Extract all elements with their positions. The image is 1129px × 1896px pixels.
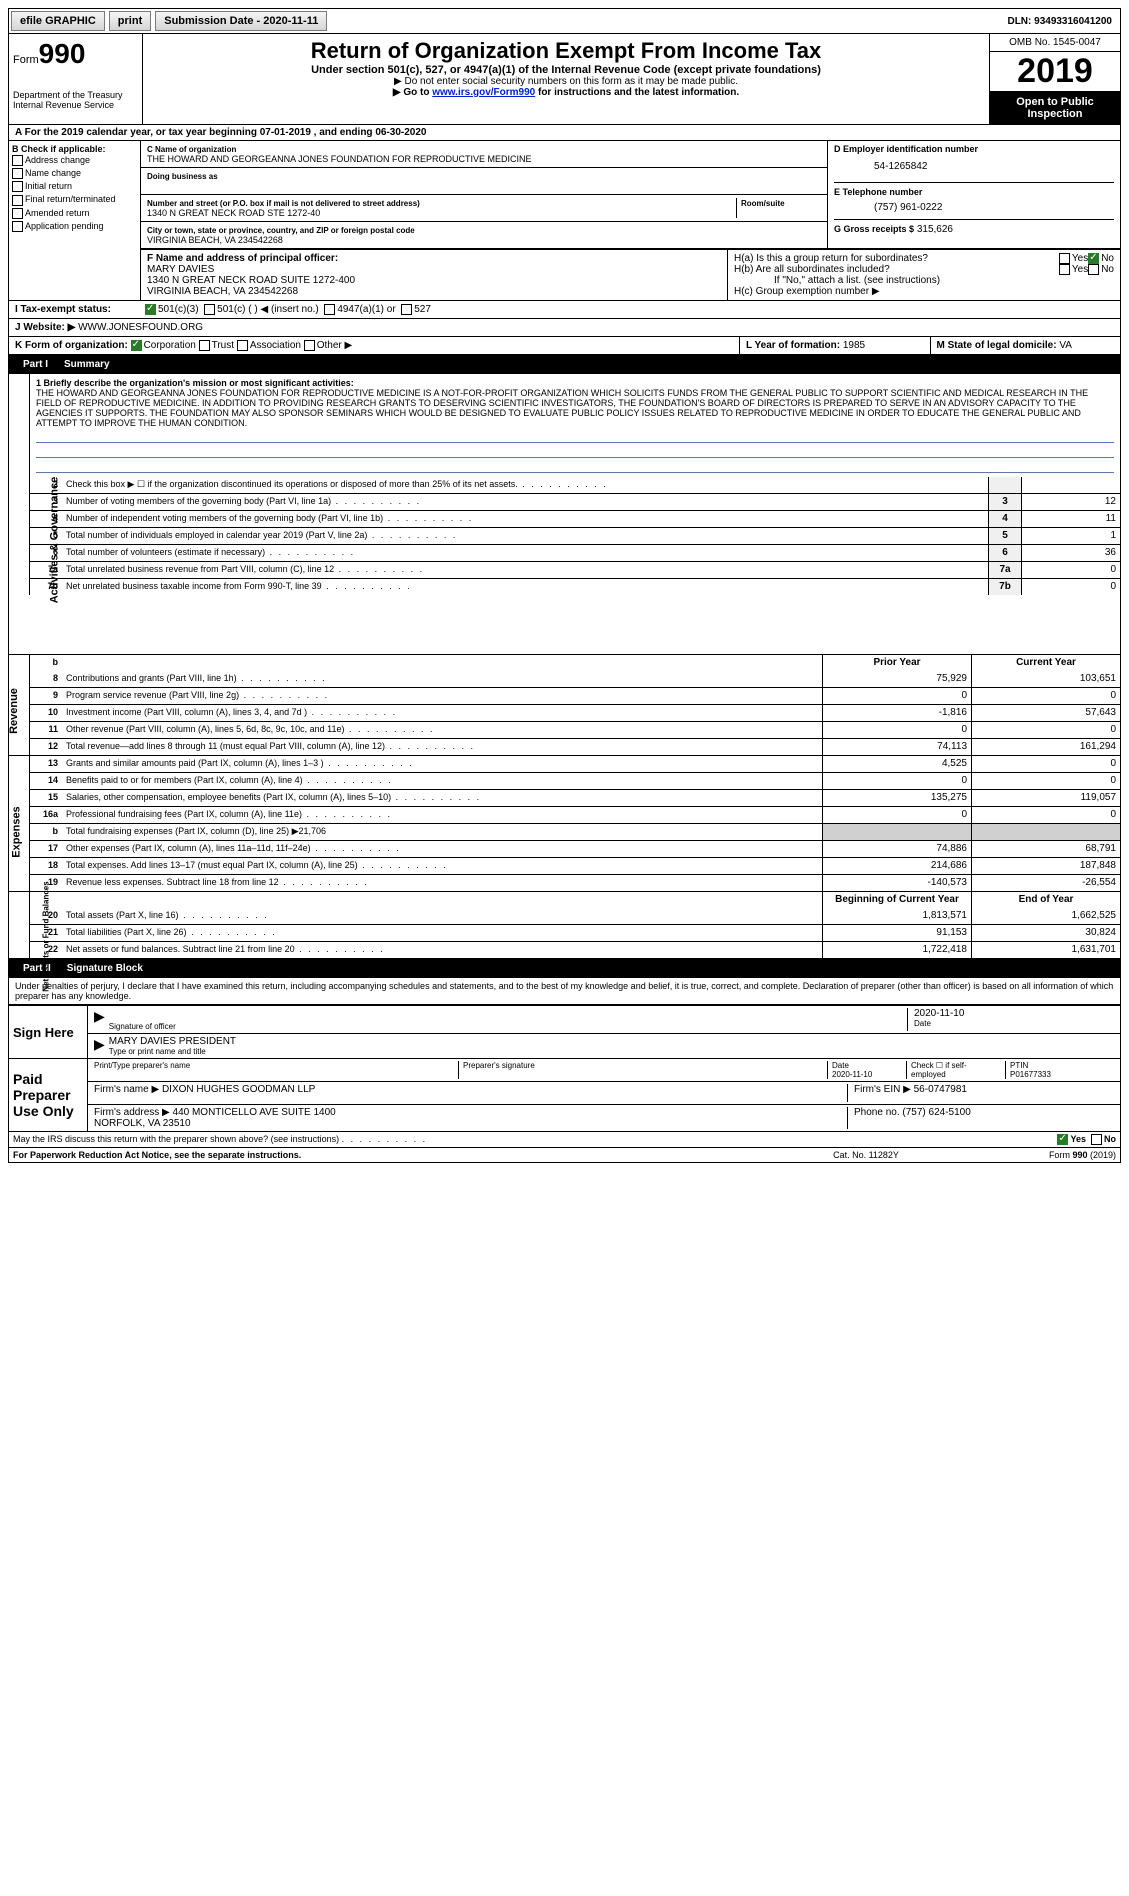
efile-label: efile GRAPHIC — [11, 11, 105, 31]
table-row: 8Contributions and grants (Part VIII, li… — [30, 671, 1120, 687]
prep-date: 2020-11-10 — [832, 1070, 872, 1079]
table-row: 7bNet unrelated business taxable income … — [30, 578, 1120, 595]
table-row: 21Total liabilities (Part X, line 26)91,… — [30, 924, 1120, 941]
form-subtitle: Under section 501(c), 527, or 4947(a)(1)… — [151, 64, 981, 76]
officer-name: MARY DAVIES PRESIDENT — [109, 1036, 236, 1047]
row-k: K Form of organization: Corporation Trus… — [9, 337, 739, 354]
table-row: 7aTotal unrelated business revenue from … — [30, 561, 1120, 578]
line-a: A For the 2019 calendar year, or tax yea… — [9, 125, 1120, 141]
table-row: 9Program service revenue (Part VIII, lin… — [30, 687, 1120, 704]
dept-treasury: Department of the Treasury Internal Reve… — [13, 90, 138, 110]
firm-ein: 56-0747981 — [914, 1084, 967, 1095]
paid-preparer: Paid Preparer Use Only — [9, 1059, 87, 1131]
tab-net-assets: Net Assets or Fund Balances — [42, 881, 51, 991]
firm-name: DIXON HUGHES GOODMAN LLP — [162, 1084, 315, 1095]
pra-notice: For Paperwork Reduction Act Notice, see … — [13, 1150, 766, 1160]
form-note2: ▶ Go to www.irs.gov/Form990 for instruct… — [151, 87, 981, 98]
table-row: 11Other revenue (Part VIII, column (A), … — [30, 721, 1120, 738]
year-formation: 1985 — [843, 340, 865, 351]
form-header: Form990 Department of the Treasury Inter… — [9, 34, 1120, 125]
org-city: VIRGINIA BEACH, VA 234542268 — [147, 235, 283, 245]
table-row: bTotal fundraising expenses (Part IX, co… — [30, 823, 1120, 840]
form-title: Return of Organization Exempt From Incom… — [151, 38, 981, 64]
open-inspection: Open to Public Inspection — [990, 92, 1120, 124]
col-b: B Check if applicable: Address change Na… — [9, 141, 141, 300]
domicile-state: VA — [1059, 340, 1072, 351]
top-bar: efile GRAPHIC print Submission Date - 20… — [8, 8, 1121, 34]
part2-header: Part IISignature Block — [9, 959, 1120, 978]
tab-revenue: Revenue — [8, 688, 20, 734]
ptin: P01677333 — [1010, 1070, 1051, 1079]
part1-header: Part ISummary — [9, 355, 1120, 374]
table-row: 2Check this box ▶ ☐ if the organization … — [30, 477, 1120, 493]
mission-block: 1 Briefly describe the organization's mi… — [30, 374, 1120, 477]
row-i: I Tax-exempt status: 501(c)(3) 501(c) ( … — [9, 301, 1120, 319]
table-row: 17Other expenses (Part IX, column (A), l… — [30, 840, 1120, 857]
table-row: 10Investment income (Part VIII, column (… — [30, 704, 1120, 721]
tab-expenses: Expenses — [11, 806, 23, 857]
phone: (757) 961-0222 — [834, 198, 1114, 219]
org-address: 1340 N GREAT NECK ROAD STE 1272-40 — [147, 208, 320, 218]
sign-here: Sign Here — [9, 1006, 87, 1058]
table-row: 15Salaries, other compensation, employee… — [30, 789, 1120, 806]
firm-phone: (757) 624-5100 — [902, 1107, 970, 1118]
gross-receipts: 315,626 — [917, 224, 953, 235]
print-button[interactable]: print — [109, 11, 151, 31]
irs-link[interactable]: www.irs.gov/Form990 — [432, 87, 535, 98]
form-number: 990 — [39, 38, 86, 69]
sig-date: 2020-11-10 — [914, 1008, 1114, 1019]
dln: DLN: 93493316041200 — [1007, 16, 1118, 27]
table-row: 12Total revenue—add lines 8 through 11 (… — [30, 738, 1120, 755]
ein: 54-1265842 — [834, 155, 1114, 182]
table-row: 4Number of independent voting members of… — [30, 510, 1120, 527]
tab-governance: Activities & Governance — [48, 477, 60, 604]
website: WWW.JONESFOUND.ORG — [78, 322, 203, 333]
form-note1: ▶ Do not enter social security numbers o… — [151, 76, 981, 87]
form-ref: Form 990 (2019) — [966, 1150, 1116, 1160]
submission-date: Submission Date - 2020-11-11 — [155, 11, 327, 31]
table-row: 18Total expenses. Add lines 13–17 (must … — [30, 857, 1120, 874]
table-row: 6Total number of volunteers (estimate if… — [30, 544, 1120, 561]
form-word: Form — [13, 54, 39, 66]
discuss-question: May the IRS discuss this return with the… — [13, 1134, 1057, 1145]
org-name: THE HOWARD AND GEORGEANNA JONES FOUNDATI… — [147, 154, 532, 164]
table-row: 3Number of voting members of the governi… — [30, 493, 1120, 510]
table-row: 19Revenue less expenses. Subtract line 1… — [30, 874, 1120, 891]
cat-no: Cat. No. 11282Y — [766, 1150, 966, 1160]
omb-number: OMB No. 1545-0047 — [990, 34, 1120, 52]
table-row: 14Benefits paid to or for members (Part … — [30, 772, 1120, 789]
table-row: 5Total number of individuals employed in… — [30, 527, 1120, 544]
row-j: J Website: ▶ WWW.JONESFOUND.ORG — [9, 319, 1120, 337]
table-row: 13Grants and similar amounts paid (Part … — [30, 756, 1120, 772]
table-row: 22Net assets or fund balances. Subtract … — [30, 941, 1120, 958]
table-row: 20Total assets (Part X, line 16)1,813,57… — [30, 908, 1120, 924]
tax-year: 2019 — [990, 52, 1120, 92]
declaration: Under penalties of perjury, I declare th… — [9, 978, 1120, 1004]
col-h: H(a) Is this a group return for subordin… — [728, 250, 1120, 300]
col-f: F Name and address of principal officer:… — [141, 250, 728, 300]
table-row: 16aProfessional fundraising fees (Part I… — [30, 806, 1120, 823]
